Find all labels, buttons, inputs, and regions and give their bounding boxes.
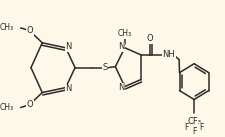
Text: S: S xyxy=(102,63,107,72)
Text: CH₃: CH₃ xyxy=(117,29,131,38)
Text: N: N xyxy=(65,42,71,51)
Text: N: N xyxy=(117,83,124,92)
Text: F: F xyxy=(191,127,196,136)
Text: N: N xyxy=(117,42,124,51)
Text: F: F xyxy=(198,123,203,132)
Text: N: N xyxy=(65,84,71,93)
Text: O: O xyxy=(27,100,33,109)
Text: CH₃: CH₃ xyxy=(0,23,14,32)
Text: CH₃: CH₃ xyxy=(0,103,14,112)
Text: CF₃: CF₃ xyxy=(186,117,200,126)
Text: F: F xyxy=(184,123,188,132)
Text: O: O xyxy=(146,34,153,43)
Text: NH: NH xyxy=(162,50,174,59)
Text: O: O xyxy=(27,26,33,35)
